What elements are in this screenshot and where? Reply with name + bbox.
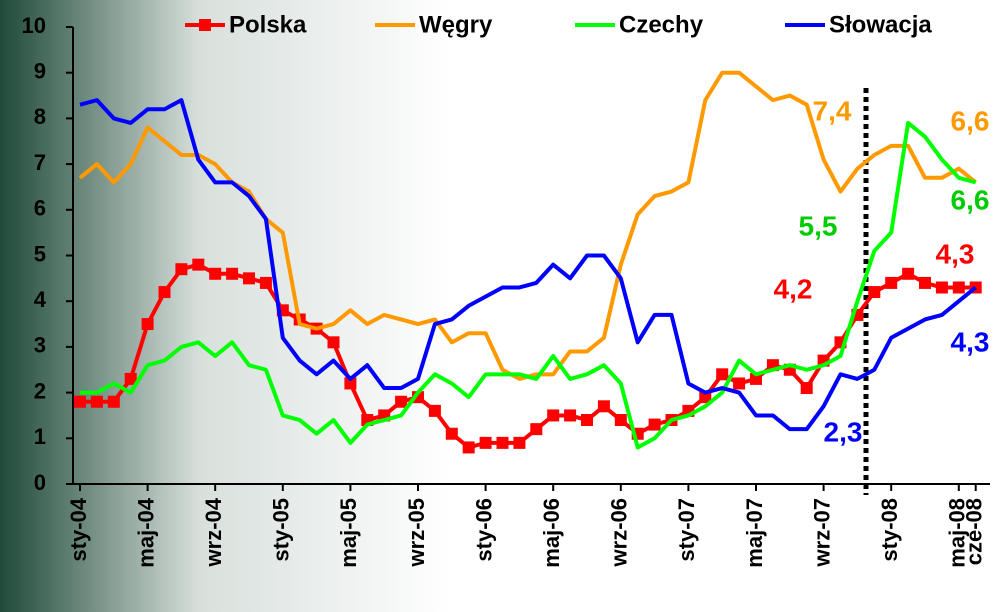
y-tick-label: 6 [34,196,46,221]
marker [259,276,272,289]
y-tick-label: 5 [34,241,46,266]
marker [935,281,948,294]
marker [648,418,661,431]
marker [124,372,137,385]
x-tick-label: wrz-06 [607,498,632,567]
marker [564,409,577,422]
marker [428,404,441,417]
marker [107,395,120,408]
marker [952,281,965,294]
marker [479,436,492,449]
annotation: 4,2 [774,273,813,304]
marker [158,286,171,299]
marker [445,427,458,440]
x-tick-label: maj-04 [133,497,158,567]
marker [919,276,931,289]
series-line [79,98,977,432]
y-tick-label: 9 [34,59,46,84]
x-tick-label: wrz-04 [201,497,226,567]
x-tick-label: wrz-05 [404,498,429,567]
x-tick-label: maj-08 [945,498,970,568]
y-tick-label: 3 [34,333,46,358]
marker [800,382,813,395]
x-tick-label: sty-08 [877,498,902,562]
x-tick-label: sty-07 [674,498,699,562]
marker [868,286,881,299]
y-tick-label: 8 [34,104,46,129]
legend-label: Węgry [419,11,493,38]
marker [513,436,526,449]
marker [192,258,205,271]
x-tick-label: sty-05 [269,498,294,562]
marker [902,267,915,280]
marker [530,423,543,436]
x-tick-label: sty-04 [66,497,91,561]
annotation: 4,3 [936,238,975,269]
annotation: 5,5 [799,210,838,241]
x-tick-label: maj-05 [336,498,361,568]
marker [581,414,593,427]
annotation: 6,6 [951,105,990,136]
marker [74,395,86,408]
annotation: 7,4 [813,95,852,126]
series-line [80,120,977,450]
y-tick-label: 2 [34,378,46,403]
legend-label: Czechy [619,11,704,38]
marker [243,272,255,285]
y-tick-label: 1 [34,424,46,449]
x-tick-label: wrz-07 [809,498,834,567]
marker [327,336,340,349]
x-tick-label: sty-06 [471,498,496,562]
annotation: 2,3 [824,416,863,447]
marker [395,395,408,408]
marker [733,377,746,390]
y-tick-label: 7 [34,150,46,175]
legend-label: Słowacja [829,11,932,38]
marker [614,414,627,427]
marker [597,400,610,413]
x-tick-label: maj-06 [539,498,564,568]
y-tick-label: 0 [34,470,46,495]
x-tick-label: maj-07 [742,498,767,568]
y-tick-label: 10 [22,13,46,38]
marker [716,368,729,381]
marker [699,391,712,404]
marker [226,267,239,280]
marker [209,267,222,280]
marker [344,377,357,390]
marker [547,409,560,422]
marker [885,276,898,289]
marker [750,372,762,385]
y-tick-label: 4 [34,287,47,312]
legend-label: Polska [229,11,307,38]
marker [175,263,188,276]
legend-marker [199,19,211,31]
annotation: 4,3 [951,326,990,357]
marker [462,441,475,454]
marker [141,318,154,331]
marker [90,395,103,408]
marker [496,436,509,449]
x-tick-label: cze-08 [962,498,987,565]
annotation: 6,6 [951,184,990,215]
